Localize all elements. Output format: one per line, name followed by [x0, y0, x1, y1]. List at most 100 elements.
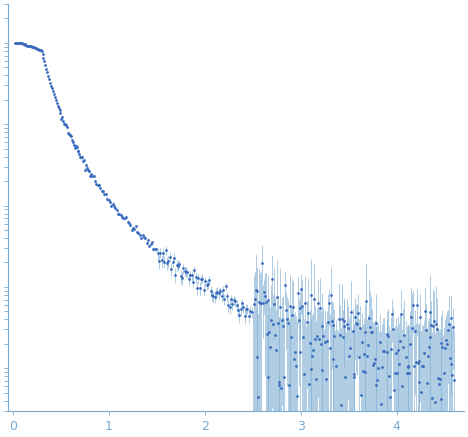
Point	[195, 275, 202, 282]
Point	[16, 40, 23, 47]
Point	[18, 40, 25, 47]
Point	[281, 281, 289, 288]
Point	[384, 331, 391, 338]
Point	[282, 306, 290, 313]
Point	[447, 360, 454, 367]
Point	[111, 205, 119, 212]
Point	[422, 326, 430, 333]
Point	[420, 350, 428, 357]
Point	[400, 332, 408, 339]
Point	[310, 295, 318, 302]
Point	[139, 232, 146, 239]
Point	[450, 323, 457, 330]
Point	[269, 321, 277, 328]
Point	[260, 289, 268, 296]
Point	[429, 395, 436, 402]
Point	[300, 371, 308, 378]
Point	[218, 292, 225, 299]
Point	[83, 164, 91, 171]
Point	[84, 166, 92, 173]
Point	[80, 158, 87, 165]
Point	[199, 275, 206, 282]
Point	[376, 338, 384, 345]
Point	[29, 44, 37, 51]
Point	[363, 298, 370, 305]
Point	[312, 375, 320, 382]
Point	[375, 413, 383, 420]
Point	[444, 327, 452, 334]
Point	[73, 143, 80, 150]
Point	[222, 283, 229, 290]
Point	[140, 234, 148, 241]
Point	[36, 47, 44, 54]
Point	[13, 39, 21, 46]
Point	[79, 153, 86, 160]
Point	[381, 413, 388, 420]
Point	[446, 354, 453, 361]
Point	[443, 340, 451, 347]
Point	[47, 82, 55, 89]
Point	[63, 124, 71, 131]
Point	[342, 374, 349, 381]
Point	[380, 347, 388, 354]
Point	[34, 46, 42, 53]
Point	[421, 307, 429, 314]
Point	[308, 366, 315, 373]
Point	[275, 381, 282, 388]
Point	[233, 302, 240, 309]
Point	[344, 324, 352, 331]
Point	[277, 303, 284, 310]
Point	[295, 317, 302, 324]
Point	[19, 41, 26, 48]
Point	[417, 388, 425, 395]
Point	[366, 314, 373, 321]
Point	[246, 308, 254, 315]
Point	[33, 45, 41, 52]
Point	[433, 325, 440, 332]
Point	[210, 293, 217, 300]
Point	[72, 142, 80, 149]
Point	[96, 184, 104, 191]
Point	[103, 195, 111, 202]
Point	[413, 302, 420, 309]
Point	[14, 39, 22, 46]
Point	[155, 258, 163, 265]
Point	[207, 287, 214, 294]
Point	[431, 398, 439, 405]
Point	[35, 46, 43, 53]
Point	[76, 150, 83, 157]
Point	[366, 323, 374, 330]
Point	[29, 43, 36, 50]
Point	[300, 333, 307, 340]
Point	[183, 268, 190, 275]
Point	[123, 214, 130, 221]
Point	[351, 373, 358, 380]
Point	[74, 148, 81, 155]
Point	[114, 210, 122, 217]
Point	[91, 178, 99, 185]
Point	[148, 239, 156, 246]
Point	[332, 362, 340, 369]
Point	[357, 392, 365, 399]
Point	[448, 315, 455, 322]
Point	[162, 246, 169, 253]
Point	[242, 305, 250, 312]
Point	[38, 48, 45, 55]
Point	[193, 284, 201, 291]
Point	[132, 223, 139, 230]
Point	[245, 313, 253, 320]
Point	[306, 339, 314, 346]
Point	[189, 278, 197, 285]
Point	[408, 313, 415, 320]
Point	[325, 299, 333, 306]
Point	[267, 343, 274, 350]
Point	[52, 97, 59, 104]
Point	[257, 300, 265, 307]
Point	[449, 371, 456, 378]
Point	[220, 295, 228, 302]
Point	[317, 340, 324, 347]
Point	[136, 231, 144, 238]
Point	[318, 366, 325, 373]
Point	[403, 370, 410, 377]
Point	[87, 171, 95, 178]
